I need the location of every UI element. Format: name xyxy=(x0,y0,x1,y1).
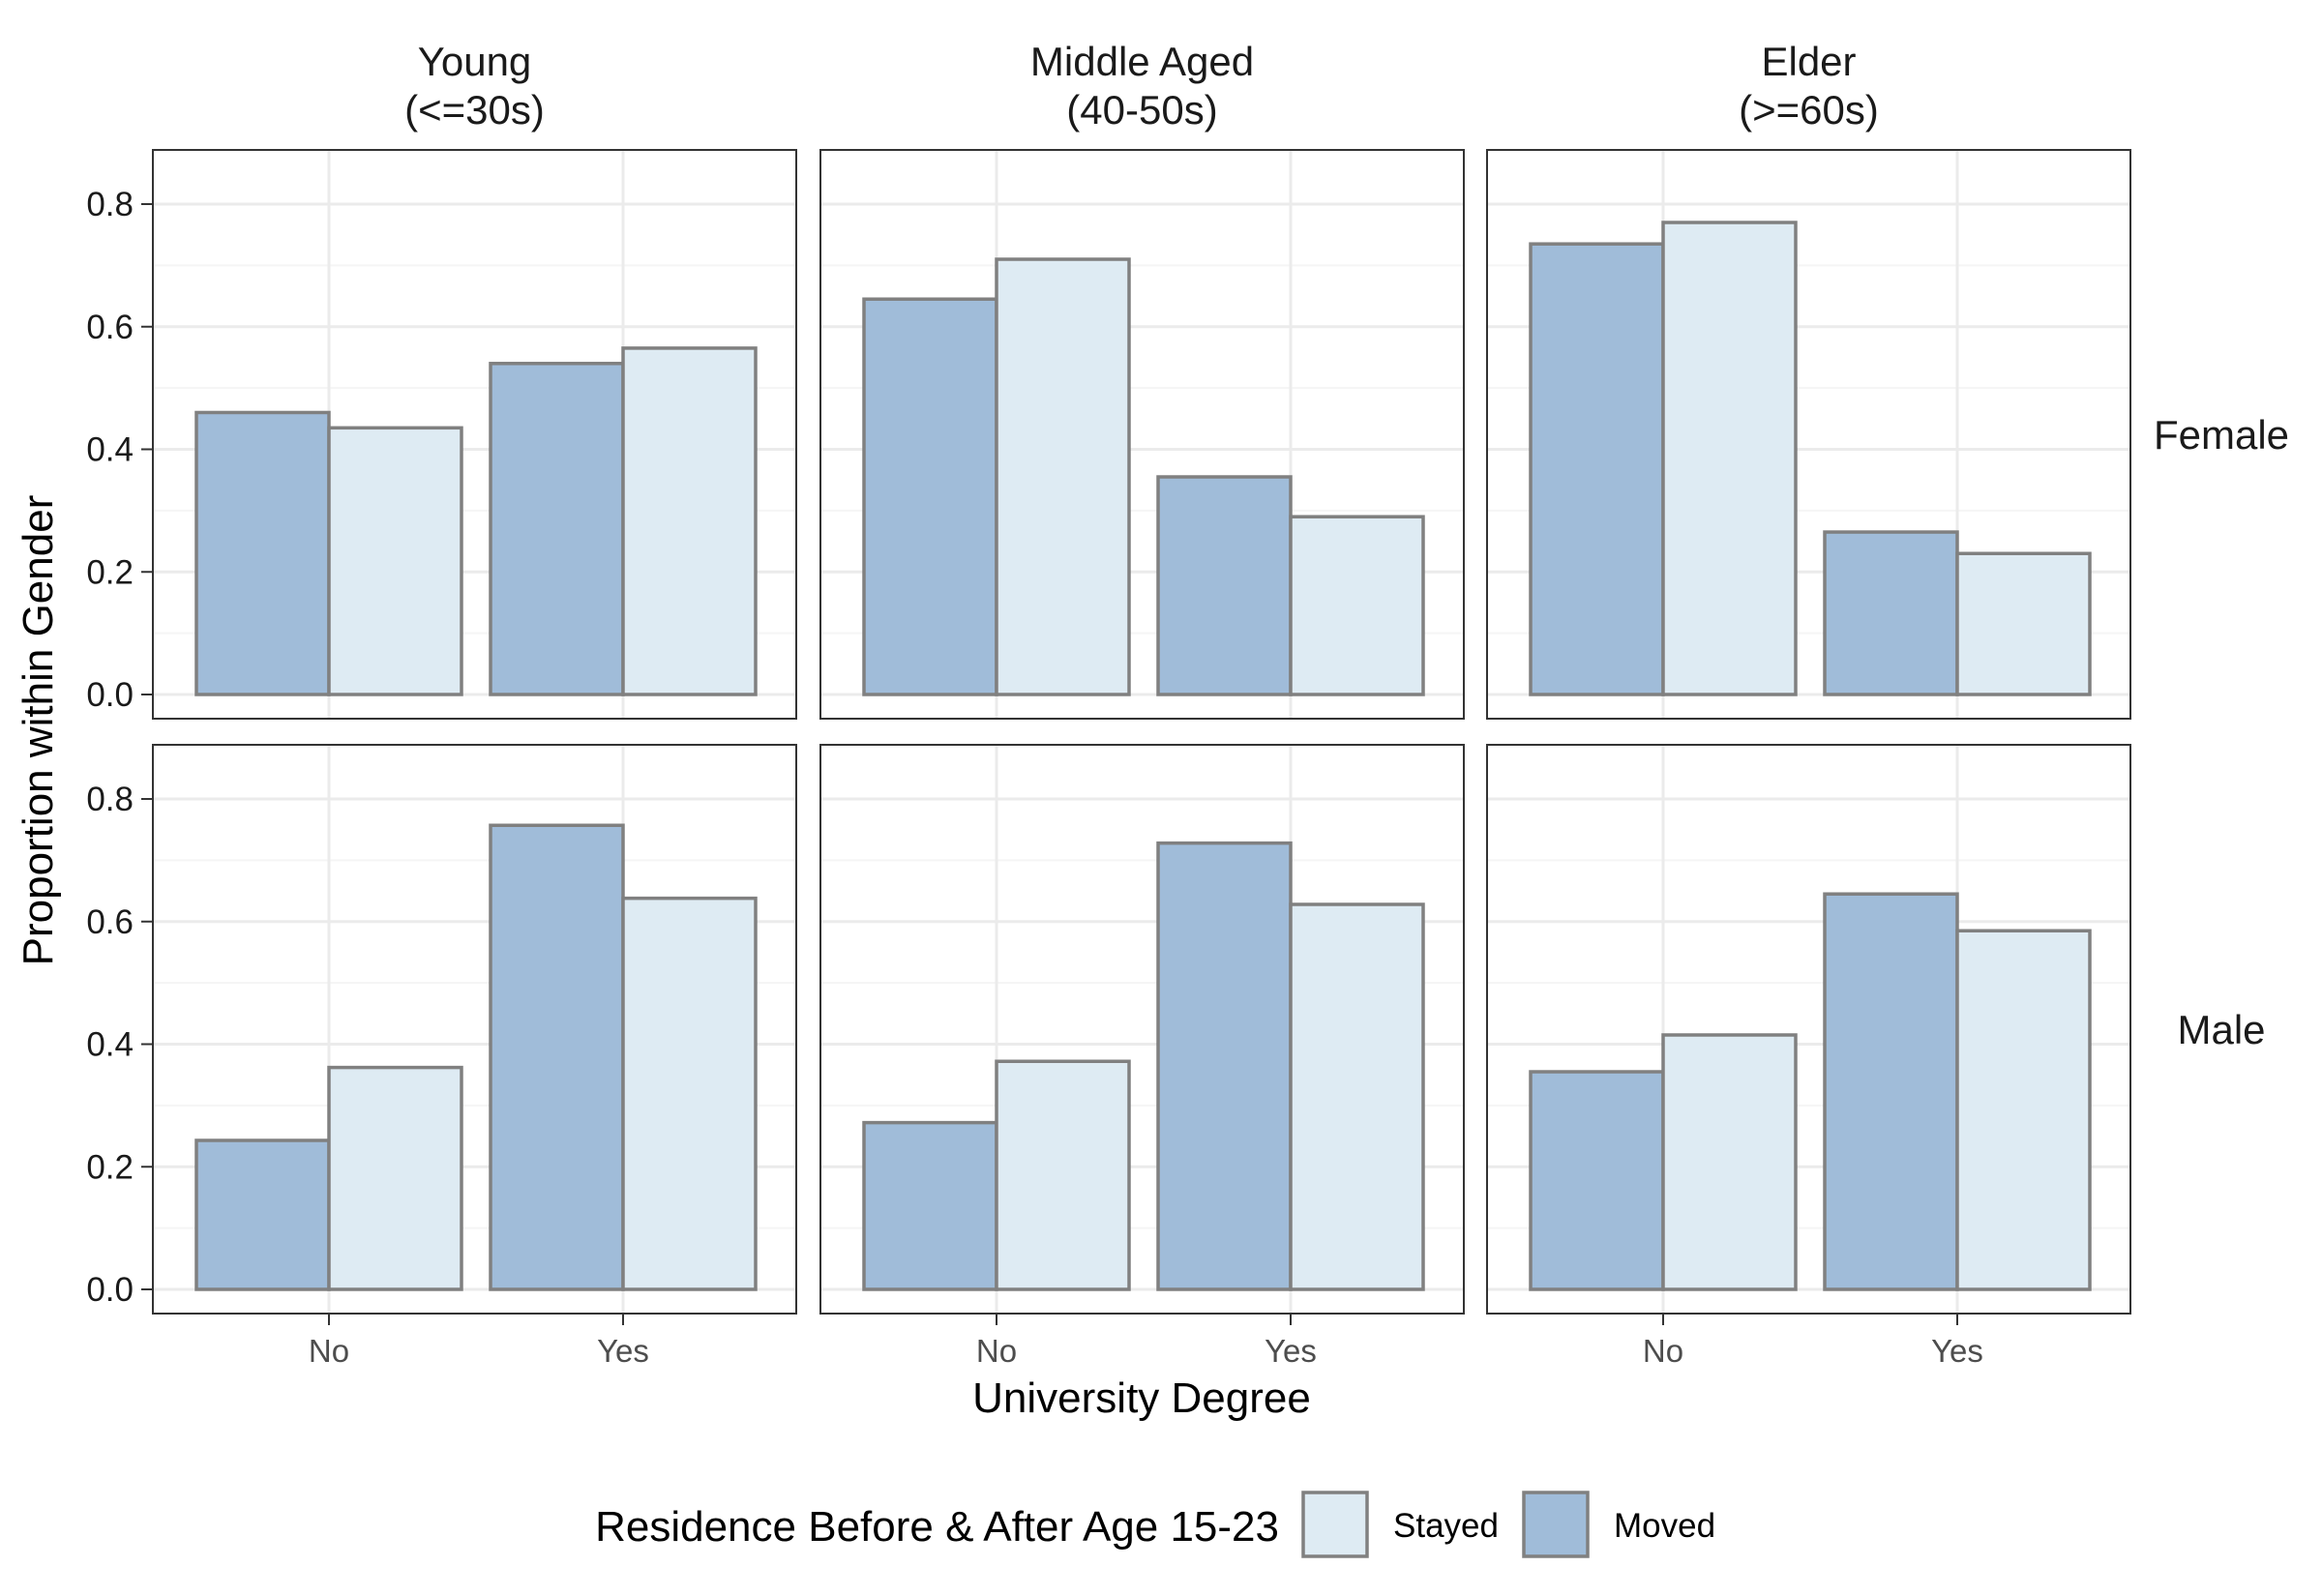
facet-label-middle-range: (40-50s) xyxy=(1066,87,1217,133)
bar-stayed-no xyxy=(327,426,463,696)
bar-stayed-yes xyxy=(1289,902,1425,1291)
y-axis-title: Proportion within Gender xyxy=(15,495,62,966)
bar-moved-yes xyxy=(489,823,625,1291)
bar-moved-yes xyxy=(1156,841,1293,1291)
bar-stayed-no xyxy=(327,1065,463,1291)
facet-label-elder-range: (>=60s) xyxy=(1739,87,1879,133)
x-tick-label: No xyxy=(976,1333,1017,1369)
y-tick-label: 0.6 xyxy=(86,903,134,941)
panel-border xyxy=(152,744,797,1315)
y-tick-label: 0.8 xyxy=(86,186,134,223)
legend-label-moved: Moved xyxy=(1614,1507,1715,1545)
bar-moved-no xyxy=(194,410,331,696)
bar-stayed-no xyxy=(995,257,1131,696)
y-tick-label: 0.4 xyxy=(86,1026,134,1064)
x-tick-label: No xyxy=(1643,1333,1683,1369)
y-tick-label: 0.0 xyxy=(86,1271,134,1309)
x-tick-label: No xyxy=(309,1333,349,1369)
panel-border xyxy=(1486,744,2131,1315)
panel-male-elder xyxy=(1486,744,2131,1315)
panel-male-middle xyxy=(819,744,1465,1315)
bar-stayed-no xyxy=(1661,1033,1798,1291)
bar-moved-yes xyxy=(489,362,625,696)
x-tick-label: Yes xyxy=(597,1333,649,1369)
legend-key-moved xyxy=(1522,1491,1590,1558)
panels-layer xyxy=(152,149,2131,1315)
legend-items: Stayed Moved xyxy=(1301,1491,1715,1558)
panel-male-young xyxy=(152,744,797,1315)
legend: Residence Before & After Age 15-23 Staye… xyxy=(595,1491,1715,1558)
y-tick-label: 0.2 xyxy=(86,1148,134,1186)
bar-stayed-yes xyxy=(1955,929,2092,1291)
facet-label-middle-name: Middle Aged xyxy=(1030,39,1254,84)
panel-border xyxy=(1486,149,2131,720)
y-tick-label: 0.6 xyxy=(86,309,134,346)
legend-key-stayed xyxy=(1301,1491,1369,1558)
bar-moved-no xyxy=(862,297,998,696)
x-tick-label: Yes xyxy=(1265,1333,1317,1369)
panel-female-elder xyxy=(1486,149,2131,720)
bar-stayed-yes xyxy=(621,346,758,696)
axes-layer: 0.0 0.2 0.4 0.6 0.8 0.0 0.2 0.4 0.6 0.8 No Yes No Yes… xyxy=(86,186,1983,1369)
legend-label-stayed: Stayed xyxy=(1393,1507,1499,1545)
strips-layer: Young(<=30s) Middle Aged(40-50s) Elder(>=6… xyxy=(404,39,2289,1052)
bar-stayed-yes xyxy=(1289,515,1425,696)
facet-label-elder-name: Elder xyxy=(1761,39,1856,84)
panel-female-young xyxy=(152,149,797,720)
facet-label-young-range: (<=30s) xyxy=(404,87,545,133)
facet-label-young-name: Young xyxy=(418,39,532,84)
legend-title: Residence Before & After Age 15-23 xyxy=(595,1503,1279,1551)
x-tick-label: Yes xyxy=(1931,1333,1983,1369)
bar-moved-yes xyxy=(1823,892,1959,1291)
panel-border xyxy=(819,149,1465,720)
panel-border xyxy=(152,149,797,720)
bar-moved-no xyxy=(1529,242,1665,696)
y-tick-label: 0.4 xyxy=(86,431,134,469)
y-tick-label: 0.2 xyxy=(86,553,134,591)
bar-stayed-no xyxy=(1661,221,1798,696)
facet-label-female: Female xyxy=(2154,412,2289,458)
bar-stayed-yes xyxy=(1955,551,2092,696)
bar-moved-yes xyxy=(1823,530,1959,696)
bar-moved-no xyxy=(194,1138,331,1291)
y-tick-label: 0.8 xyxy=(86,781,134,818)
y-tick-label: 0.0 xyxy=(86,676,134,714)
bar-moved-no xyxy=(862,1120,998,1291)
bar-moved-yes xyxy=(1156,475,1293,696)
bar-stayed-no xyxy=(995,1059,1131,1291)
facet-label-male: Male xyxy=(2177,1007,2265,1052)
bar-moved-no xyxy=(1529,1070,1665,1291)
x-axis-title: University Degree xyxy=(972,1374,1311,1422)
panel-border xyxy=(819,744,1465,1315)
bar-stayed-yes xyxy=(621,896,758,1291)
panel-female-middle xyxy=(819,149,1465,720)
